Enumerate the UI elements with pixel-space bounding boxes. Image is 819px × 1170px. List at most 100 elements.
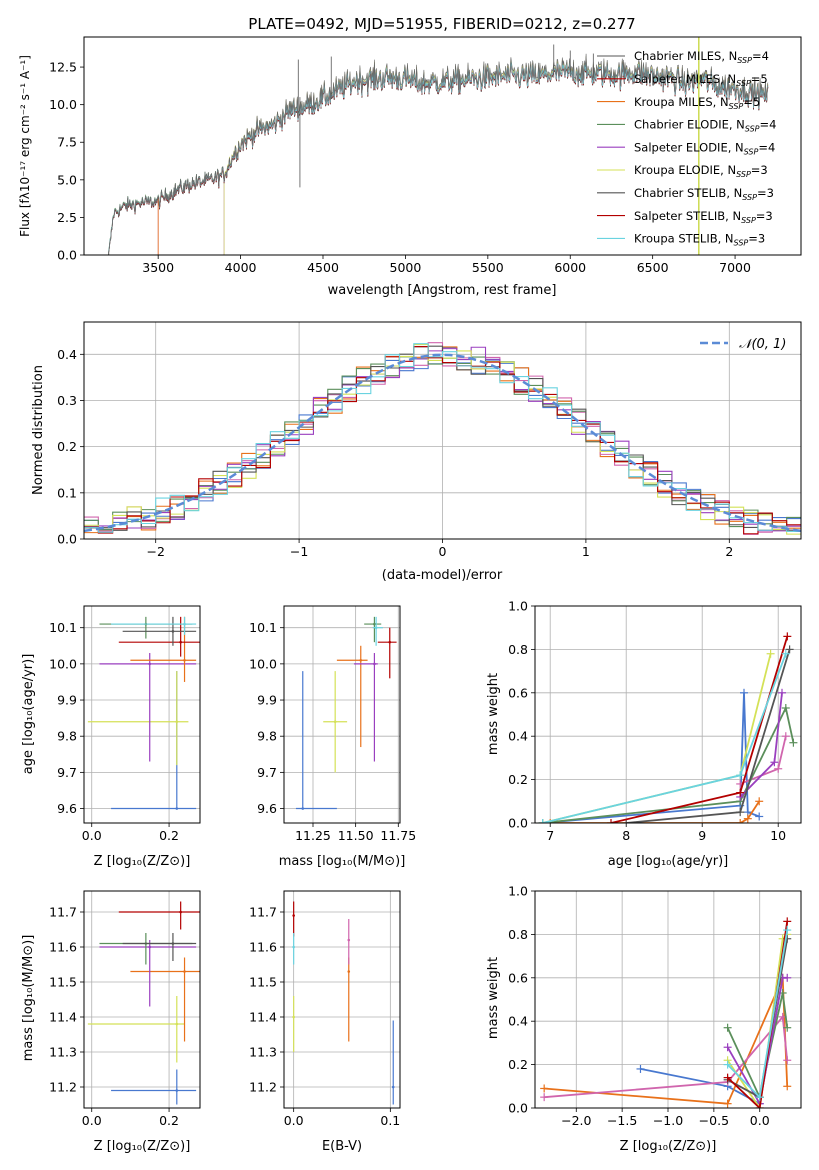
x-tick-label: 11.25 [295,828,331,843]
legend-label: Kroupa ELODIE, NSSP=3 [634,163,768,179]
y-tick-label: 0.8 [508,927,528,942]
y-tick-label: 12.5 [49,60,77,75]
age-vs-z-panel: Z [log₁₀(Z/Z⊙)] age [log₁₀(age/yr)] 0.0 0… [21,605,201,869]
mw-vs-z-ylabel: mass weight [486,957,501,1039]
data-point [388,640,392,644]
axes-frame [534,605,802,824]
data-point [301,807,305,810]
data-point [359,658,363,662]
axes-frame [283,605,401,824]
normal-curve [84,353,801,533]
data-point [148,662,152,666]
weight-series-line [544,977,789,1105]
y-tick-label: 1.0 [508,599,528,614]
y-tick-label: 11.5 [49,975,77,990]
mw-vs-age-panel: age [log₁₀(age/yr)] mass weight 7 8 9 10 0.0… [486,599,802,869]
x-tick-label: 5000 [390,260,422,275]
model-spectrum-line [157,58,769,255]
mw-vs-z-panel: Z [log₁₀(Z/Z⊙)] mass weight −2.0 −1.5 −1.0… [486,884,802,1154]
x-tick-label: −2.0 [561,1113,591,1128]
legend-label: 𝒩(0, 1) [739,337,786,352]
weight-series-line [542,653,772,823]
y-tick-label: 11.3 [249,1045,277,1060]
y-tick-label: 10.0 [49,97,77,112]
y-tick-label: 0.8 [508,642,528,657]
y-tick-label: 0.4 [508,729,528,744]
age-vs-z-xlabel: Z [log₁₀(Z/Z⊙)] [94,854,191,869]
model-spectrum-line [108,57,769,255]
y-tick-label: 9.9 [57,693,77,708]
legend-label: Salpeter STELIB, NSSP=3 [634,209,773,225]
data-point [347,938,351,942]
data-point [373,662,376,666]
axes-frame [534,890,802,1109]
axes-frame [83,605,201,824]
x-tick-label: 6500 [637,260,669,275]
histogram-series [84,346,801,535]
weight-series-line [550,800,760,823]
y-tick-label: 0.4 [508,1014,528,1029]
y-tick-label: 0.3 [57,393,77,408]
y-tick-label: 11.3 [49,1045,77,1060]
x-tick-label: 10 [770,828,786,843]
x-tick-label: 0.0 [82,1113,102,1128]
axes-frame [83,36,802,256]
weight-series-line [610,636,789,823]
errorbar-points [292,901,395,1105]
y-tick-label: 9.6 [57,801,77,816]
spectrum-lines [108,37,769,255]
x-tick-label: 0.1 [380,1113,400,1128]
y-tick-label: 11.2 [49,1080,77,1095]
mw-vs-z-xlabel: Z [log₁₀(Z/Z⊙)] [620,1139,717,1154]
data-point [148,945,152,949]
y-tick-label: 0.2 [508,772,528,787]
data-point [333,720,337,724]
x-tick-label: 0 [439,544,447,559]
x-tick-label: −1.0 [653,1113,683,1128]
mw-vs-age-ylabel: mass weight [486,673,501,755]
y-tick-label: 9.6 [257,801,277,816]
y-tick-label: 9.8 [57,729,77,744]
y-tick-label: 0.4 [57,347,77,362]
spectrum-ylabel: Flux [fλ10⁻¹⁷ erg cm⁻² s⁻¹ A⁻¹] [18,55,32,237]
spectrum-xlabel: wavelength [Angstrom, rest frame] [328,283,557,298]
y-tick-label: 11.7 [49,905,77,920]
x-tick-label: 4000 [225,260,257,275]
y-tick-label: 10.0 [49,656,77,671]
data-spectrum-line [108,53,769,255]
spectrum-panel: wavelength [Angstrom, rest frame] Flux [… [18,36,802,298]
y-tick-label: 9.9 [257,693,277,708]
model-spectrum-line [157,59,769,255]
residuals-panel: (data-model)/error Normed distribution −… [31,321,802,583]
data-point [183,622,186,626]
histogram-steps [84,342,801,535]
data-point [183,658,186,662]
y-tick-label: 1.0 [508,884,528,899]
y-tick-label: 0.2 [57,439,77,454]
mass-vs-z-xlabel: Z [log₁₀(Z/Z⊙)] [94,1139,191,1154]
x-tick-label: −1.5 [607,1113,637,1128]
y-tick-label: 0.0 [57,248,77,263]
data-point [175,1089,179,1092]
x-tick-label: −0.5 [699,1113,729,1128]
y-tick-label: 0.2 [508,1057,528,1072]
y-tick-label: 0.0 [508,1101,528,1116]
x-tick-label: −1 [290,544,308,559]
y-tick-label: 0.6 [508,970,528,985]
x-tick-label: 9 [698,828,706,843]
x-tick-label: 1 [582,544,590,559]
y-tick-label: 11.6 [249,940,277,955]
weight-lines [540,917,792,1108]
mass-vs-ebv-panel: E(B-V) 0.0 0.1 11.2 11.3 11.4 11.5 11.6 11.7 [249,890,401,1154]
errorbar-points [295,616,397,810]
y-tick-label: 9.8 [257,729,277,744]
data-point [292,914,295,917]
residuals-ylabel: Normed distribution [31,365,46,495]
y-tick-label: 11.6 [49,940,77,955]
data-point [175,720,179,724]
x-tick-label: −2 [146,544,164,559]
axes-frame [83,890,201,1109]
y-tick-label: 11.4 [249,1010,277,1025]
data-point [179,640,182,644]
